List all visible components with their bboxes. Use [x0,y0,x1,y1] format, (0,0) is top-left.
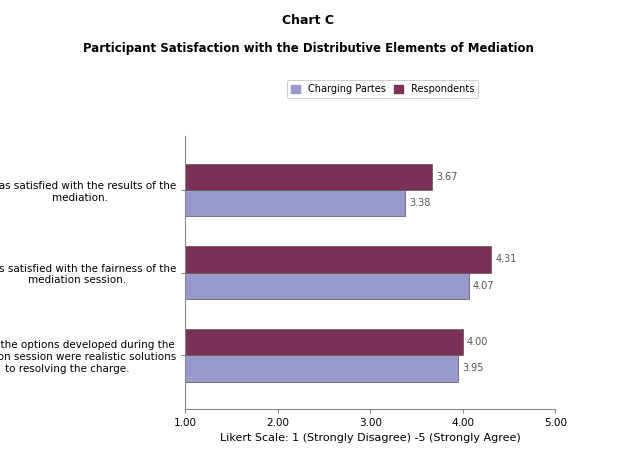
Text: 3.67: 3.67 [436,172,457,182]
Text: 4.07: 4.07 [473,281,494,291]
Text: 3.38: 3.38 [409,198,431,208]
Bar [93,273,469,299]
Text: 3.95: 3.95 [462,363,483,374]
Text: 4.31: 4.31 [495,254,516,265]
X-axis label: Likert Scale: 1 (Strongly Disagree) -5 (Strongly Agree): Likert Scale: 1 (Strongly Disagree) -5 (… [220,433,521,444]
Text: Participant Satisfaction with the Distributive Elements of Mediation: Participant Satisfaction with the Distri… [83,42,534,55]
Text: Chart C: Chart C [283,14,334,27]
Bar [93,164,432,190]
Bar [93,190,405,216]
Legend: Charging Partes, Respondents: Charging Partes, Respondents [287,80,478,98]
Bar [93,355,458,382]
Text: 4.00: 4.00 [466,337,488,347]
Bar [93,329,463,355]
Bar [93,246,491,273]
